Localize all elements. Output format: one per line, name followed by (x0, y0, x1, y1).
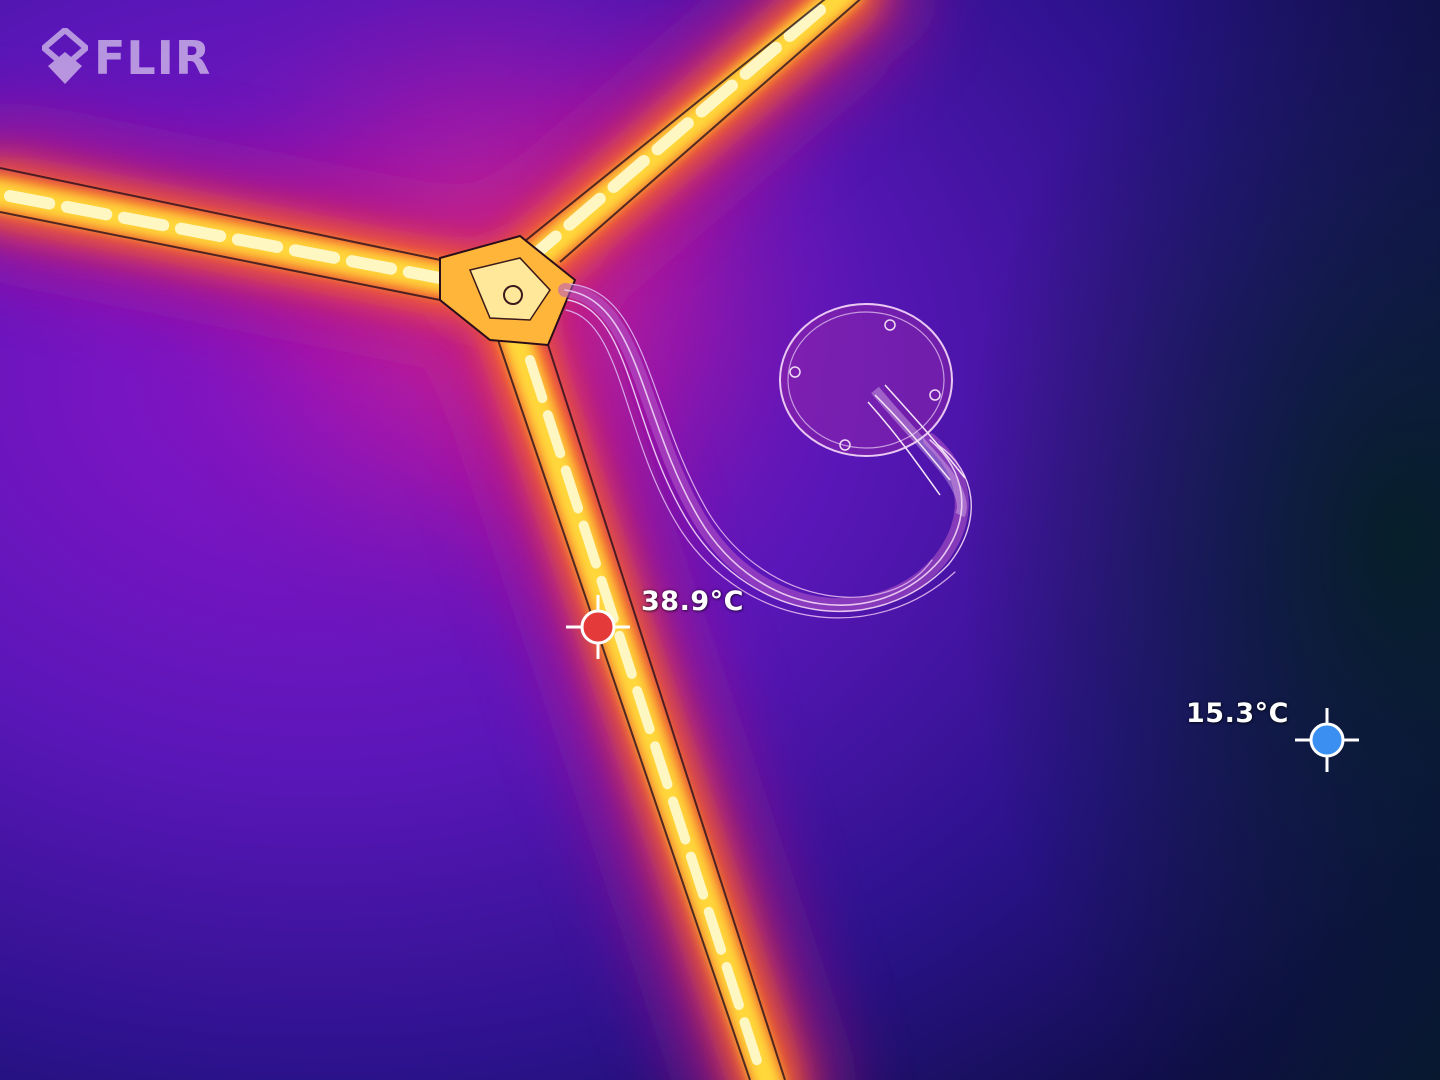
cold-spot-marker[interactable] (1295, 708, 1359, 772)
led-strip-cores (4, 4, 826, 1075)
cold-spot-temperature: 15.3°C (1186, 698, 1289, 729)
hot-spot-temperature: 38.9°C (641, 586, 744, 617)
flir-diamond-logo-icon (42, 28, 88, 84)
hot-spot-marker[interactable] (566, 595, 630, 659)
beam-edge-lines (0, 0, 861, 1080)
junction-box (779, 303, 967, 518)
hub-connector (439, 234, 577, 347)
crosshair-cold-spot-icon (1295, 708, 1359, 772)
flir-logo-text: FLIR (94, 31, 212, 85)
cable-bundle (558, 283, 972, 619)
flir-logo: FLIR (42, 28, 211, 88)
crosshair-hot-spot-icon (566, 595, 630, 659)
